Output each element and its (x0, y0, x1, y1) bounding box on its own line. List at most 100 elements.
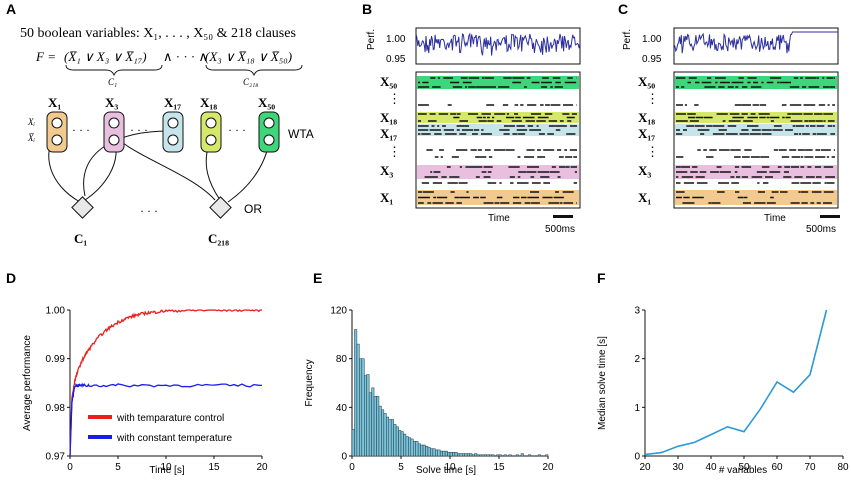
chart-d-ytick-label-0: 0.97 (46, 452, 66, 463)
chart-e-bar-32 (430, 448, 434, 457)
xi-bar-label: X̅ᵢ (27, 133, 35, 143)
chart-e-ylabel: Frequency (304, 359, 315, 406)
legend-label-constant-temperature: with constant temperature (116, 433, 232, 444)
chart-e-bar-26 (415, 441, 419, 457)
chart-e-bar-23 (408, 437, 412, 457)
var-label-x3: X₃ (105, 95, 118, 110)
chart-e-xtick-label-1: 5 (398, 462, 404, 473)
legend-label-temperature-control: with temparature control (116, 413, 224, 424)
chart-e-bar-40 (449, 452, 453, 457)
chart-e-bar-12 (381, 409, 385, 457)
chart-e-bar-79 (545, 454, 549, 457)
panel-d: Average performance Time [s] 0 5 10 15 20 0.9… (22, 306, 268, 477)
chart-e-bar-49 (471, 454, 475, 457)
neuron-x3-true (108, 117, 120, 129)
chart-e-ytick-label-0: 0 (341, 452, 347, 463)
time-label-b: Time (488, 213, 510, 224)
panel-a: 50 boolean variables: X₁, . . . , X₅₀ & … (20, 26, 314, 246)
panel-a-title: 50 boolean variables: X₁, . . . , X₅₀ & … (20, 26, 296, 41)
chart-e-ytick-label-3: 120 (330, 306, 347, 317)
chart-e-bar-60 (498, 454, 502, 457)
formula-clause-218: (X₃ ∨ X̅₁₈ ∨ X̅₅₀) (205, 49, 292, 64)
neuron-x17-true (167, 117, 179, 129)
chart-e-bar-18 (395, 426, 399, 457)
raster-axes-b (415, 71, 581, 209)
chart-e-bar-22 (405, 436, 409, 457)
clause-label-c1: C₁ (74, 231, 87, 246)
chart-e-bar-0 (351, 428, 355, 457)
chart-e-bar-1 (354, 329, 358, 457)
chart-d-series-0 (69, 309, 262, 457)
clause-wires (48, 130, 271, 203)
chart-e-bar-56 (488, 454, 492, 457)
chart-e-bar-52 (479, 454, 483, 457)
chart-e-xtick-label-3: 15 (493, 462, 505, 473)
chart-e-bar-69 (520, 453, 524, 457)
chart-e-xtick-label-4: 20 (542, 462, 554, 473)
chart-f-xtick-label-3: 50 (738, 462, 750, 473)
chart-e-bar-3 (359, 358, 363, 457)
chart-e-bar-62 (503, 454, 507, 457)
scale-bar-c (820, 215, 840, 218)
chart-d-ytick-label-2: 0.99 (46, 354, 66, 365)
raster-axes-c (673, 71, 839, 209)
or-label: OR (244, 202, 262, 216)
wta-label: WTA (288, 127, 314, 141)
chart-e-bar-36 (439, 450, 443, 457)
chart-d-axes: 0 5 10 15 20 0.97 0.98 0.99 1.00 (46, 306, 268, 474)
chart-d-ylabel: Average performance (22, 335, 33, 431)
chart-d-ytick-label-3: 1.00 (46, 306, 66, 317)
underbrace-c1-label: C₁ (108, 77, 117, 87)
chart-e-bar-21 (403, 433, 407, 457)
perf-ytick-top-c: 1.00 (642, 34, 662, 45)
scale-label-b: 500ms (545, 224, 575, 235)
scale-bar-b (553, 215, 573, 218)
chart-e-bar-67 (515, 454, 519, 457)
raster-label-c-x3: X₃ (638, 163, 651, 178)
chart-f-ytick-label-3: 3 (634, 306, 640, 317)
perf-axes-c (673, 27, 839, 65)
chart-e-bar-42 (454, 452, 458, 457)
chart-e-bar-27 (417, 443, 421, 457)
chart-e-bar-55 (486, 454, 490, 457)
raster-label-c-vdots-1: ⋮ (646, 91, 659, 106)
chart-e-bar-34 (435, 449, 438, 457)
chart-e-bar-8 (371, 387, 375, 457)
perf-ytick-bottom-c: 0.95 (642, 54, 662, 65)
chart-e-bar-13 (383, 413, 387, 457)
chart-d-series (69, 309, 263, 457)
var-label-x17: X₁₇ (164, 95, 181, 110)
chart-d-xtick-label-4: 20 (256, 462, 268, 473)
chart-e-bar-46 (464, 453, 468, 457)
perf-axes-b (415, 27, 581, 65)
chart-d-xtick-label-0: 0 (67, 462, 73, 473)
chart-e-bar-37 (442, 450, 446, 457)
chart-e-bar-53 (481, 454, 485, 457)
chart-e-bar-14 (386, 416, 389, 457)
chart-e-bar-2 (356, 343, 360, 457)
perf-label-b: Perf. (366, 29, 377, 50)
chart-f-xlabel: # variables (719, 465, 767, 476)
chart-e-bar-29 (422, 444, 426, 457)
chart-f-ylabel: Median solve time [s] (597, 336, 608, 430)
raster-label-b-x17: X₁₇ (380, 126, 397, 141)
chart-e-bar-59 (496, 454, 500, 457)
chart-e-bar-48 (469, 453, 473, 457)
chart-e-bar-17 (393, 424, 397, 457)
chart-e-bar-5 (364, 375, 367, 457)
neuron-x50-true (263, 117, 275, 129)
raster-label-c-x1: X₁ (638, 190, 651, 205)
perf-ytick-top-b: 1.00 (386, 34, 406, 45)
chart-f-ytick-label-0: 0 (634, 452, 640, 463)
chart-e-axes: 0 5 10 15 20 0 40 80 120 (330, 306, 554, 474)
panel-c: Perf. 1.00 0.95 X₅₀ ⋮ X₁₈ X₁₇ ⋮ X₃ X₁ Ti… (622, 27, 840, 235)
chart-e-bar-4 (361, 358, 365, 457)
chart-e-bar-50 (474, 453, 478, 457)
chart-d-xtick-label-3: 15 (208, 462, 220, 473)
underbrace-c1 (65, 64, 163, 77)
chart-d-xtick-label-1: 5 (115, 462, 121, 473)
chart-e-bar-16 (390, 419, 394, 457)
chart-e-bar-41 (452, 452, 456, 457)
panel-e: Frequency Solve time [s] 0 5 10 15 20 0 40 80 12… (304, 306, 554, 477)
